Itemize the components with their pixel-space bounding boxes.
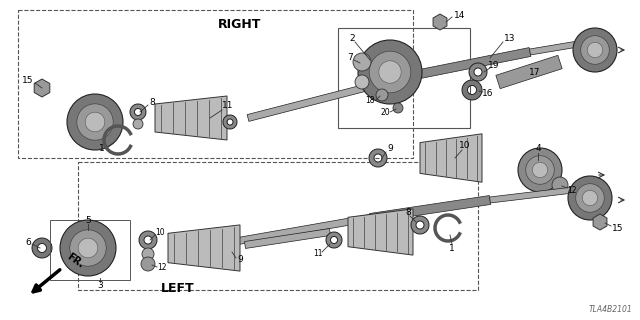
Text: 8: 8	[405, 207, 411, 217]
Polygon shape	[369, 196, 491, 222]
Text: 19: 19	[488, 60, 500, 69]
Polygon shape	[496, 55, 562, 89]
Text: 17: 17	[529, 68, 541, 76]
Polygon shape	[168, 225, 240, 271]
Circle shape	[70, 230, 106, 266]
Polygon shape	[420, 134, 482, 182]
Text: 12: 12	[157, 263, 167, 273]
Polygon shape	[529, 39, 591, 55]
Circle shape	[355, 75, 369, 89]
Text: 12: 12	[567, 186, 577, 195]
Text: 10: 10	[460, 140, 471, 149]
Circle shape	[78, 238, 98, 258]
Text: 18: 18	[365, 95, 375, 105]
Text: FR.: FR.	[65, 252, 86, 270]
Text: 11: 11	[313, 250, 323, 259]
Polygon shape	[155, 96, 227, 140]
Text: 15: 15	[612, 223, 624, 233]
Text: 14: 14	[454, 11, 466, 20]
Circle shape	[580, 36, 609, 64]
Circle shape	[353, 53, 371, 71]
Text: 1: 1	[449, 244, 455, 252]
Text: 4: 4	[535, 143, 541, 153]
Circle shape	[525, 156, 554, 184]
Text: 9: 9	[387, 143, 393, 153]
Text: 16: 16	[483, 89, 493, 98]
Circle shape	[369, 51, 411, 93]
Polygon shape	[490, 185, 590, 203]
Circle shape	[142, 248, 154, 260]
Circle shape	[379, 61, 401, 83]
Circle shape	[376, 89, 388, 101]
Circle shape	[568, 176, 612, 220]
Text: 20: 20	[380, 108, 390, 116]
Polygon shape	[244, 228, 330, 248]
Polygon shape	[348, 209, 413, 255]
Circle shape	[85, 112, 105, 132]
Text: 7: 7	[347, 52, 353, 61]
Text: 3: 3	[97, 282, 103, 291]
Text: 2: 2	[349, 34, 355, 43]
Text: 9: 9	[237, 255, 243, 265]
Circle shape	[358, 40, 422, 104]
Text: 8: 8	[149, 98, 155, 107]
Circle shape	[552, 177, 568, 193]
Circle shape	[77, 104, 113, 140]
Circle shape	[573, 28, 617, 72]
Polygon shape	[414, 48, 531, 79]
Circle shape	[60, 220, 116, 276]
Circle shape	[133, 119, 143, 129]
Circle shape	[576, 184, 604, 212]
Text: 15: 15	[22, 76, 34, 84]
Polygon shape	[433, 14, 447, 30]
Polygon shape	[34, 79, 50, 97]
Circle shape	[588, 42, 603, 58]
Text: 1: 1	[99, 143, 105, 153]
Text: LEFT: LEFT	[161, 282, 195, 295]
Text: 6: 6	[25, 237, 31, 246]
Polygon shape	[197, 214, 371, 252]
Circle shape	[582, 190, 598, 206]
Text: 13: 13	[504, 34, 516, 43]
Circle shape	[518, 148, 562, 192]
Polygon shape	[593, 214, 607, 230]
Polygon shape	[247, 72, 416, 121]
Circle shape	[532, 162, 548, 178]
Circle shape	[393, 103, 403, 113]
Text: RIGHT: RIGHT	[218, 18, 262, 31]
Text: 10: 10	[155, 228, 165, 236]
Circle shape	[141, 257, 155, 271]
Text: 11: 11	[222, 100, 234, 109]
Text: 5: 5	[85, 215, 91, 225]
Circle shape	[67, 94, 123, 150]
Text: TLA4B2101: TLA4B2101	[588, 305, 632, 314]
